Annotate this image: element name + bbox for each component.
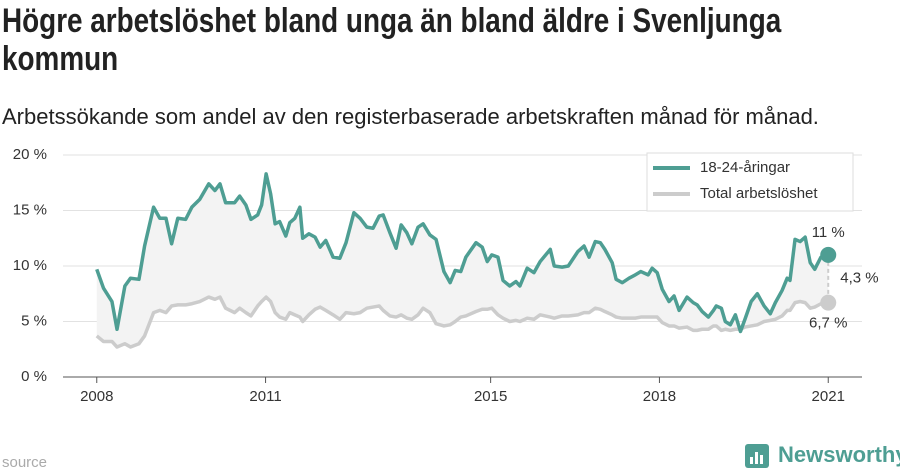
annotation: 11 % — [812, 224, 845, 241]
logo-icon — [745, 444, 769, 468]
annotation: 4,3 % — [840, 270, 878, 287]
end-dot — [820, 246, 837, 263]
x-tick-label: 2015 — [474, 388, 507, 405]
x-tick-label: 2018 — [643, 388, 676, 405]
x-tick-label: 2021 — [812, 388, 845, 405]
legend-label: 18-24-åringar — [700, 159, 790, 176]
y-tick-label: 20 % — [13, 146, 47, 163]
x-tick-label: 2011 — [249, 388, 281, 405]
y-tick-label: 0 % — [21, 368, 47, 385]
source: source — [2, 454, 47, 471]
chart-title: Högre arbetslöshet bland unga än bland ä… — [2, 2, 782, 78]
y-tick-label: 15 % — [13, 201, 47, 218]
chart-subtitle: Arbetssökande som andel av den registerb… — [2, 104, 819, 129]
annotation: 6,7 % — [809, 315, 847, 332]
legend-box — [646, 152, 854, 212]
series-line — [95, 295, 829, 349]
brand: Newsworthy — [778, 442, 900, 467]
y-tick-label: 5 % — [21, 312, 47, 329]
end-dot — [820, 294, 837, 311]
x-tick-label: 2008 — [80, 388, 113, 405]
y-tick-label: 10 % — [13, 257, 47, 274]
legend-label: Total arbetslöshet — [700, 185, 818, 202]
gap-area — [96, 173, 829, 348]
series-line — [95, 172, 829, 334]
